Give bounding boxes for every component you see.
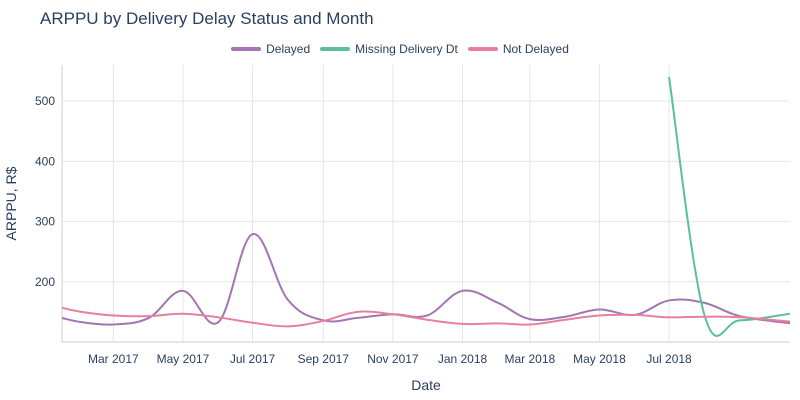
x-tick-label: May 2018 [573,352,626,366]
legend-swatch [320,47,351,51]
legend-label: Missing Delivery Dt [355,42,458,56]
x-tick-label: Mar 2017 [88,352,139,366]
y-tick-label: 200 [35,275,55,289]
legend: Delayed Missing Delivery Dt Not Delayed [0,40,800,56]
legend-item-delayed[interactable]: Delayed [231,42,310,56]
legend-swatch [231,47,262,51]
legend-item-missing-delivery-dt[interactable]: Missing Delivery Dt [320,42,458,56]
x-tick-label: Mar 2018 [504,352,555,366]
chart-title: ARPPU by Delivery Delay Status and Month [40,9,374,28]
series-line-not-delayed [62,306,790,328]
y-axis-title: ARPPU, R$ [3,166,19,240]
x-tick-label: May 2017 [157,352,210,366]
series-line-missing-delivery-dt [668,76,790,337]
legend-label: Not Delayed [502,42,569,56]
legend-swatch [467,47,498,51]
legend-item-not-delayed[interactable]: Not Delayed [467,42,569,56]
y-tick-label: 300 [35,215,55,229]
y-tick-label: 500 [35,94,55,108]
legend-label: Delayed [266,42,311,56]
x-axis-title: Date [411,377,441,393]
series-line-delayed [62,233,790,326]
x-tick-label: Jul 2017 [230,352,276,366]
y-tick-label: 400 [35,154,55,168]
x-tick-label: Nov 2017 [367,352,419,366]
x-tick-label: Sep 2017 [298,352,350,366]
x-tick-label: Jul 2018 [646,352,692,366]
x-tick-label: Jan 2018 [438,352,488,366]
